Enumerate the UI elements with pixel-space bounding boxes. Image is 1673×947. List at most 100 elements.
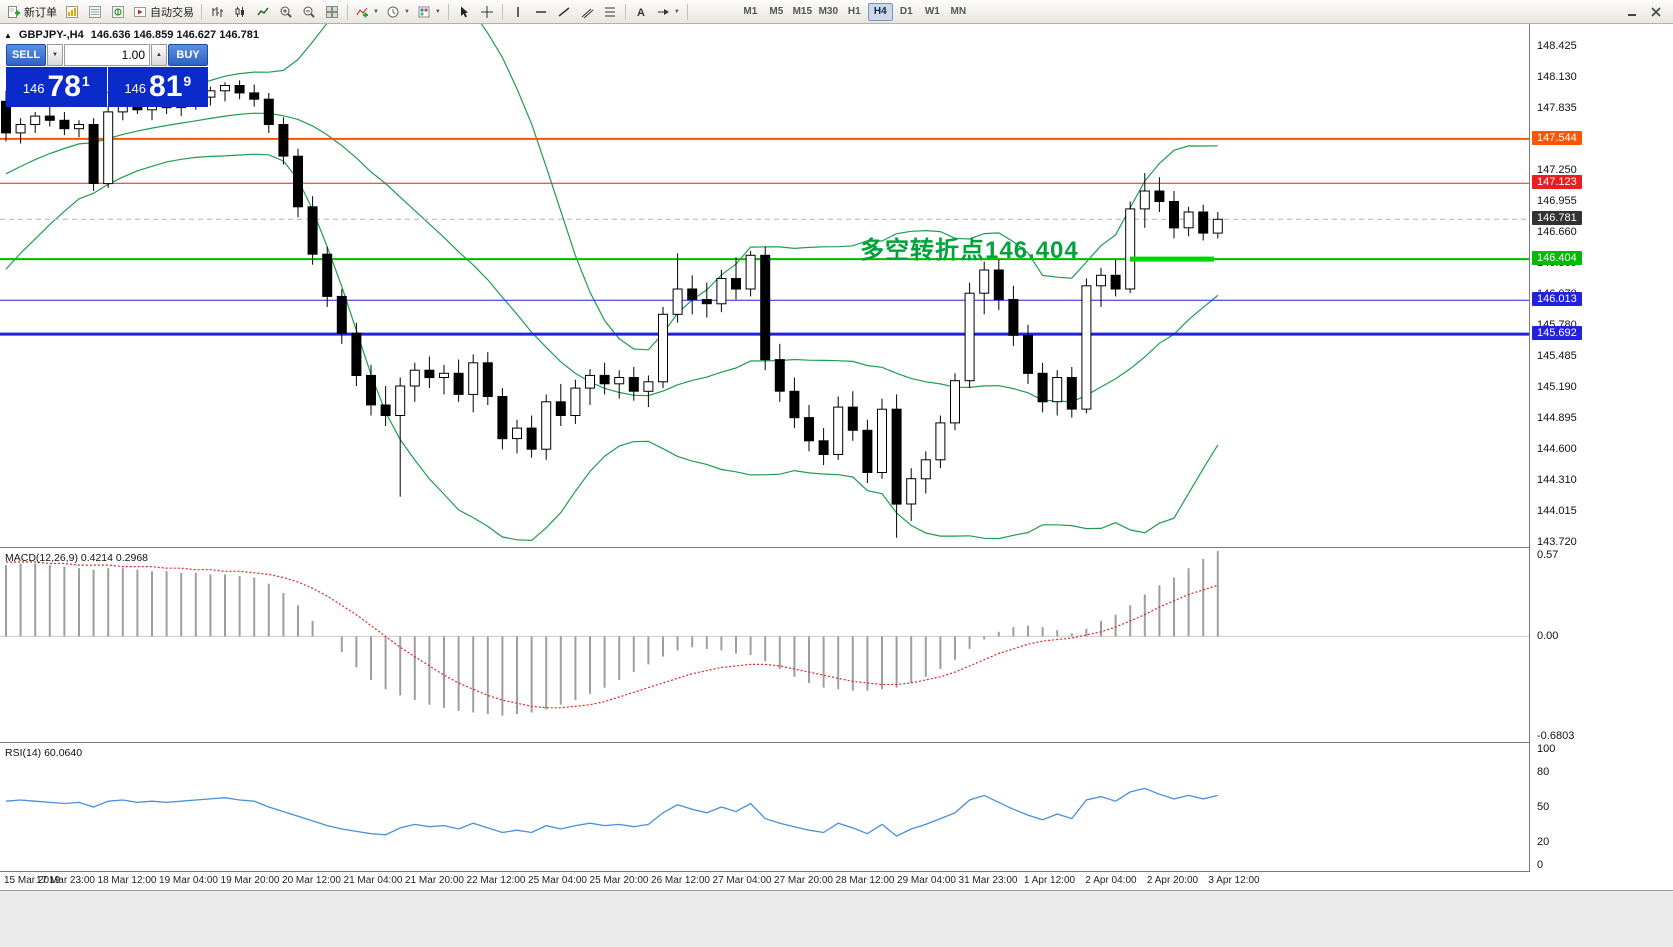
buy-button[interactable]: BUY: [168, 44, 208, 66]
close-icon: [1651, 6, 1661, 17]
rsi-panel[interactable]: [0, 743, 1529, 871]
timeframe-h4[interactable]: H4: [867, 2, 893, 21]
time-axis[interactable]: 15 Mar 2019 17 Mar 23:00 18 Mar 12:00 19 Ma…: [0, 872, 1673, 890]
timeframe-h1[interactable]: H1: [847, 6, 861, 17]
time-axis-label: 26 Mar 12:00: [651, 875, 710, 886]
close-window-button[interactable]: [1645, 2, 1667, 22]
bar-chart-icon: [212, 6, 223, 17]
toolbar-separator: [501, 3, 503, 20]
text-tool-button[interactable]: A: [630, 2, 652, 22]
time-axis-label: 22 Mar 12:00: [466, 875, 526, 886]
periods-button[interactable]: ▼: [383, 2, 413, 22]
horizontal-line-icon: [535, 10, 546, 13]
chevron-down-icon: ▼: [434, 8, 441, 15]
line-chart-button[interactable]: [252, 2, 274, 22]
candlestick-chart-button[interactable]: [229, 2, 251, 22]
macd-title: MACD(12,26,9) 0.4214 0.2968: [5, 552, 149, 564]
time-axis-label: 27 Mar 04:00: [712, 875, 772, 886]
zoom-in-button[interactable]: [275, 2, 297, 22]
price-scale-label: 148.130: [1537, 71, 1577, 84]
minimize-window-button[interactable]: [1621, 2, 1643, 22]
toolbar: 新订单 自动交易: [0, 0, 1673, 24]
vertical-line-button[interactable]: [507, 2, 529, 22]
time-axis-label: 18 Mar 12:00: [97, 875, 157, 886]
timeframe-m1[interactable]: M1: [743, 6, 758, 17]
arrow-icon: [657, 8, 669, 15]
rsi-scale-label: 0: [1537, 859, 1544, 871]
crosshair-icon: [480, 5, 493, 18]
rsi-title: RSI(14) 60.0640: [5, 747, 83, 759]
new-order-label: 新订单: [24, 6, 57, 19]
horizontal-line-button[interactable]: [530, 2, 552, 22]
periods-icon: [387, 6, 399, 17]
timeframe-mn[interactable]: MN: [950, 6, 967, 17]
panel-separator[interactable]: [0, 547, 1673, 548]
time-axis-label: 15 Mar 2019: [4, 875, 61, 886]
price-scale-label: 144.015: [1537, 504, 1577, 517]
time-axis-label: 2 Apr 04:00: [1085, 875, 1137, 886]
ask-price-display: 146 81 9: [107, 67, 208, 107]
rsi-scale-label: 80: [1537, 766, 1550, 779]
timeframe-m30[interactable]: M30: [818, 6, 839, 17]
rsi-scale-label: 100: [1537, 743, 1556, 755]
macd-panel[interactable]: [0, 548, 1529, 742]
bid-big-digits: 78: [47, 70, 81, 103]
data-window-button[interactable]: [84, 2, 106, 22]
channel-button[interactable]: [576, 2, 598, 22]
time-axis-label: 3 Apr 12:00: [1208, 875, 1260, 886]
price-level-badge: 147.544: [1532, 130, 1582, 145]
price-scale-label: 147.250: [1537, 163, 1577, 176]
templates-icon: [418, 6, 430, 17]
panel-separator[interactable]: [0, 742, 1673, 743]
cursor-icon: [460, 6, 468, 17]
timeframe-m15[interactable]: M15: [792, 6, 813, 17]
arrows-tool-button[interactable]: ▼: [653, 2, 683, 22]
zoom-out-button[interactable]: [298, 2, 320, 22]
line-chart-icon: [257, 7, 269, 15]
sell-button[interactable]: SELL: [6, 44, 46, 66]
current-price-badge: 146.781: [1532, 211, 1582, 226]
indicators-button[interactable]: ▼: [352, 2, 382, 22]
quote-header: ▲ GBPJPY-,H4 146.636 146.859 146.627 146…: [4, 29, 259, 41]
annotation-text[interactable]: 多空转折点146.404: [860, 237, 1079, 264]
timeframe-d1[interactable]: D1: [899, 6, 913, 17]
lot-increase-button[interactable]: ▲: [151, 44, 167, 66]
lot-decrease-button[interactable]: ▼: [47, 44, 63, 66]
crosshair-button[interactable]: [476, 2, 498, 22]
timeframe-m5[interactable]: M5: [769, 6, 784, 17]
navigator-button[interactable]: [107, 2, 129, 22]
price-scale[interactable]: 148.425 148.130 147.835 147.250 146.955 146.6…: [1529, 24, 1673, 872]
market-watch-button[interactable]: [61, 2, 83, 22]
ask-pip-digit: 9: [183, 73, 192, 89]
price-level-badge: 146.013: [1532, 292, 1582, 307]
macd-scale-label: 0.57: [1537, 549, 1559, 561]
fibonacci-button[interactable]: [599, 2, 621, 22]
tile-windows-button[interactable]: [321, 2, 343, 22]
timeframe-w1[interactable]: W1: [924, 6, 940, 17]
toolbar-separator: [447, 3, 449, 20]
trendline-icon: [558, 6, 570, 17]
svg-text:A: A: [637, 7, 645, 19]
lot-size-input[interactable]: [64, 44, 150, 66]
bar-chart-button[interactable]: [206, 2, 228, 22]
rsi-scale-label: 20: [1537, 835, 1550, 848]
price-scale-label: 144.600: [1537, 443, 1577, 456]
price-scale-label: 148.425: [1537, 40, 1577, 52]
new-order-button[interactable]: 新订单: [4, 2, 60, 22]
templates-button[interactable]: ▼: [414, 2, 444, 22]
autotrading-icon: [134, 6, 146, 17]
time-axis-label: 17 Mar 23:00: [36, 875, 95, 886]
autotrading-button[interactable]: 自动交易: [130, 2, 197, 22]
cursor-button[interactable]: [453, 2, 475, 22]
macd-scale-label: 0.00: [1537, 630, 1559, 643]
time-axis-label: 27 Mar 20:00: [774, 875, 833, 886]
candlestick-chart-icon: [235, 6, 244, 17]
trendline-button[interactable]: [553, 2, 575, 22]
price-level-badge: 146.404: [1532, 251, 1582, 266]
main-chart[interactable]: [0, 24, 1529, 547]
symbol-label: GBPJPY-,H4: [18, 29, 84, 41]
macd-scale-label: -0.6803: [1537, 730, 1575, 742]
collapse-panel-icon[interactable]: ▲: [4, 30, 12, 40]
bid-price-display: 146 78 1: [6, 67, 107, 107]
